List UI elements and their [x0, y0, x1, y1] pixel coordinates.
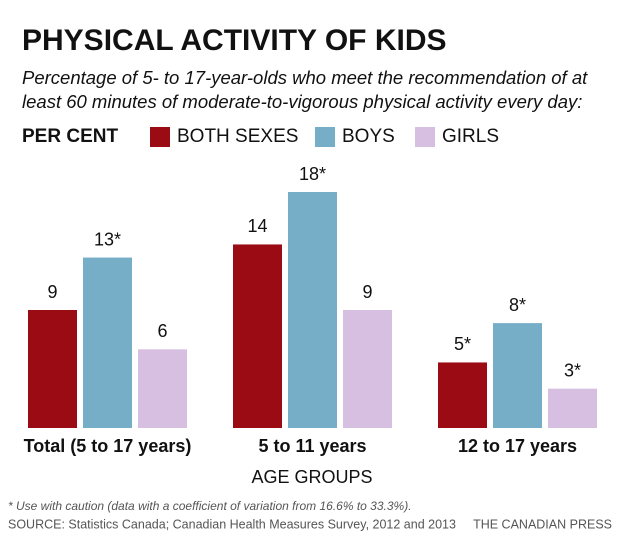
x-tick-label: Total (5 to 17 years) — [24, 436, 192, 456]
legend-label: BOYS — [342, 126, 395, 147]
bar — [548, 388, 597, 428]
legend-label: GIRLS — [442, 126, 499, 147]
chart-title: PHYSICAL ACTIVITY OF KIDS — [22, 24, 447, 57]
bar — [438, 362, 487, 428]
x-tick-label: 5 to 11 years — [258, 436, 366, 456]
legend-label: BOTH SEXES — [177, 126, 298, 147]
bar — [343, 310, 392, 428]
value-label: 3* — [564, 360, 581, 380]
value-label: 9 — [47, 282, 57, 302]
credit: THE CANADIAN PRESS — [473, 517, 612, 531]
legend-swatch — [150, 127, 170, 147]
subtitle: Percentage of 5- to 17-year-olds who mee… — [22, 67, 588, 112]
value-label: 6 — [157, 321, 167, 341]
legend-swatch — [315, 127, 335, 147]
value-label: 9 — [362, 282, 372, 302]
value-label: 8* — [509, 295, 526, 315]
footnote: * Use with caution (data with a coeffici… — [8, 499, 412, 513]
legend-swatch — [415, 127, 435, 147]
bar — [493, 323, 542, 428]
bar — [233, 244, 282, 428]
y-axis-label: PER CENT — [22, 126, 118, 147]
bar — [288, 192, 337, 428]
bar — [138, 349, 187, 428]
bar — [28, 310, 77, 428]
bar — [83, 257, 132, 428]
x-tick-label: 12 to 17 years — [458, 436, 577, 456]
value-label: 13* — [94, 229, 121, 249]
value-label: 14 — [247, 216, 267, 236]
value-label: 5* — [454, 334, 471, 354]
value-label: 18* — [299, 164, 326, 184]
x-axis-label: AGE GROUPS — [251, 467, 372, 487]
source: SOURCE: Statistics Canada; Canadian Heal… — [8, 517, 456, 531]
